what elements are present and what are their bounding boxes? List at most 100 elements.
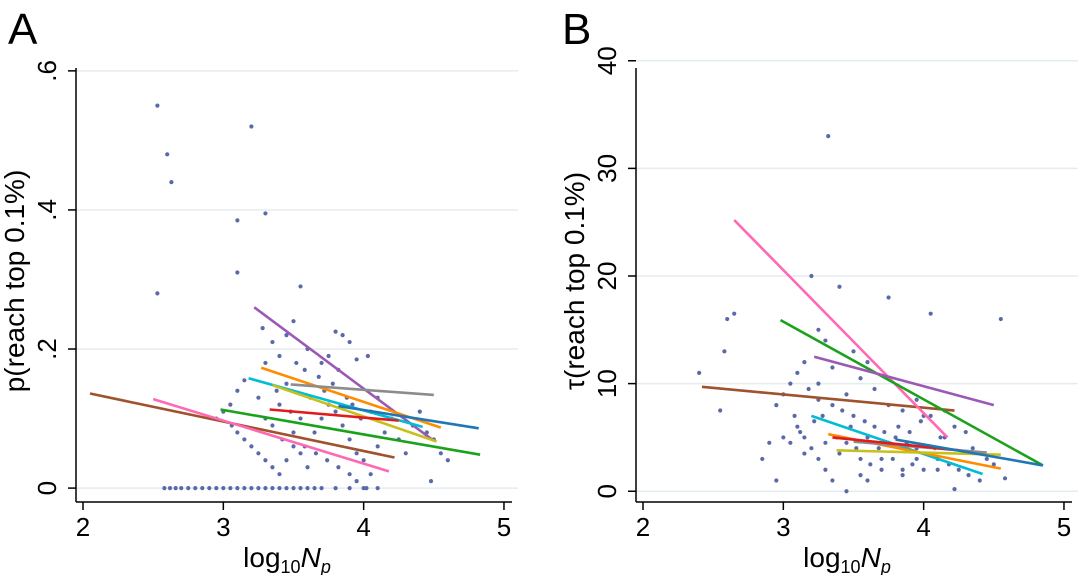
panel-a-point-39 (256, 451, 261, 456)
panel-b-point-39 (809, 446, 814, 451)
panel-b-point-3 (697, 370, 702, 375)
panel-b-point-43 (837, 451, 842, 456)
panel-b-point-74 (938, 435, 943, 440)
panel-b-point-23 (840, 408, 845, 413)
panel-a-point-67 (428, 479, 434, 484)
panel-b-point-13 (851, 349, 856, 354)
panel-b-point-99 (823, 440, 828, 445)
panel-b-point-46 (868, 462, 873, 467)
panel-a-point-62 (417, 409, 422, 414)
panel-a-point-87 (347, 472, 352, 477)
panel-a-x-tick-label: 2 (76, 512, 90, 542)
panel-b-x-tick-label: 5 (1057, 512, 1071, 542)
panel-a-point-23 (365, 353, 370, 359)
panel-b-point-7 (816, 327, 821, 332)
panel-a-point-50 (333, 409, 338, 414)
panel-b-point-16 (795, 370, 800, 375)
panel-a-point-22 (354, 357, 359, 362)
panel-a-point-101 (235, 485, 240, 491)
panel-a-point-8 (298, 284, 303, 289)
panel-a-point-56 (375, 444, 380, 449)
panel-a-point-3 (155, 291, 160, 296)
panel-a-point-104 (256, 485, 261, 491)
panel-b-point-37 (795, 424, 800, 429)
panel-a-point-44 (291, 444, 296, 449)
panel-a-point-41 (270, 465, 275, 470)
panel-b-point-62 (812, 419, 817, 424)
panel-a-x-tick-label: 5 (497, 512, 511, 542)
panel-b-x-tick-label: 4 (916, 512, 930, 542)
panel-b-point-25 (862, 419, 867, 424)
panel-a-point-5 (235, 218, 240, 223)
panel-a-point-20 (326, 353, 331, 359)
panel-a-point-108 (284, 485, 289, 491)
panel-a-point-48 (319, 416, 324, 421)
panel-b-point-8 (823, 338, 828, 343)
panel-b-point-75 (767, 440, 772, 445)
panel-b-point-38 (802, 435, 807, 440)
panel-a-fit-line-3 (253, 306, 435, 442)
panel-a-point-19 (347, 339, 352, 345)
panel-b-point-27 (882, 429, 887, 435)
panel-b-point-84 (935, 467, 940, 472)
panel-a-y-tick-label: .6 (32, 60, 62, 82)
panel-b-point-55 (963, 429, 968, 435)
panel-a-y-tick-label: .4 (32, 199, 62, 221)
panel-b-point-20 (806, 386, 811, 392)
panel-b-point-4 (718, 408, 723, 413)
panel-a-point-17 (333, 329, 338, 334)
panel-a-x-tick-label: 4 (356, 512, 370, 542)
panel-a-point-100 (228, 485, 233, 491)
panel-b-point-19 (774, 403, 779, 408)
panel-a-point-31 (235, 388, 240, 393)
panel-b-point-78 (781, 435, 786, 440)
panel-a-y-tick-label: 0 (32, 481, 62, 495)
panel-a-point-53 (354, 451, 359, 456)
panel-a-point-40 (263, 458, 268, 463)
panel-a-point-88 (354, 479, 359, 484)
panel-b-point-15 (802, 359, 807, 365)
panel-a-point-6 (263, 211, 268, 216)
panel-a-point-66 (445, 458, 450, 463)
panel-b-fit-line-1 (733, 219, 949, 439)
panel-a-letter: A (8, 5, 38, 54)
panel-b: B 0 10 20 30 40 2 3 4 5 τ(reach top 0.1%) log10Np (559, 5, 1078, 575)
panel-a-point-84 (313, 451, 319, 456)
panel-b-point-26 (872, 424, 877, 429)
panel-a-point-60 (403, 451, 408, 456)
panel-a-point-26 (302, 367, 307, 372)
panel-a-fit-line-7 (290, 383, 434, 397)
panel-a-point-36 (235, 430, 240, 435)
panel-a-point-111 (305, 485, 310, 491)
panel-b-point-36 (977, 478, 982, 483)
panel-a-point-43 (284, 458, 289, 463)
panel-b-fit-line-9 (895, 438, 1044, 467)
panel-a-x-axis-title: log10Np (243, 542, 331, 575)
panel-b-point-54 (952, 424, 957, 429)
panel-a-point-80 (270, 423, 275, 428)
panel-b-point-34 (956, 467, 961, 472)
panel-b-point-11 (928, 311, 933, 316)
panel-b-point-63 (820, 413, 825, 419)
panel-b-point-12 (998, 316, 1003, 322)
panel-a-point-114 (333, 485, 338, 491)
panel-b-point-42 (830, 478, 835, 483)
panel-b-point-71 (907, 429, 912, 435)
panel-a-point-115 (347, 485, 352, 491)
panel-b-y-tick-label: 40 (592, 46, 622, 75)
panel-b-point-1 (732, 311, 737, 316)
panel-b-point-82 (900, 472, 905, 478)
panel-b-point-10 (886, 295, 891, 300)
panel-b-x-tick-label: 3 (776, 512, 790, 542)
panel-b-point-68 (876, 446, 881, 451)
panel-b-point-80 (865, 478, 870, 483)
panel-a-point-73 (330, 381, 335, 386)
panel-a-point-16 (294, 360, 299, 366)
panel-a-point-52 (347, 437, 352, 442)
panel-b-point-59 (1002, 476, 1008, 481)
panel-b-point-17 (788, 381, 793, 386)
panel-b-point-77 (774, 478, 779, 483)
panel-a-point-32 (228, 402, 233, 407)
panel-b-fit-line-2 (779, 318, 1044, 467)
